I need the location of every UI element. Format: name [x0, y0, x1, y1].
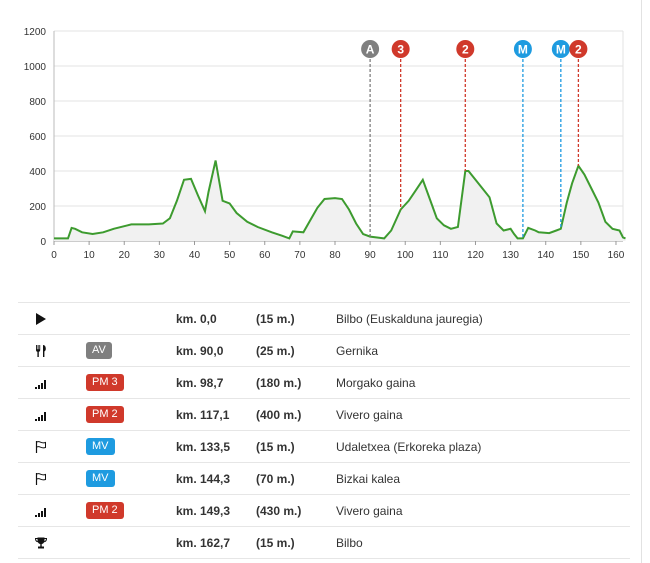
x-tick-label: 10	[84, 250, 96, 261]
category-badge: MV	[86, 470, 115, 487]
category-badge: PM 3	[86, 374, 124, 391]
x-tick-label: 60	[259, 250, 271, 261]
stage-point-row: PM 2 km. 149,3 (430 m.) Vivero gaina	[18, 494, 630, 527]
stage-point-row: PM 2 km. 117,1 (400 m.) Vivero gaina	[18, 398, 630, 431]
y-tick-label: 800	[29, 97, 46, 108]
category-badge: AV	[86, 342, 112, 359]
point-name: Vivero gaina	[336, 503, 403, 518]
x-tick-label: 100	[397, 250, 414, 261]
km-value: km. 98,7	[176, 375, 224, 390]
x-tick-label: 110	[432, 250, 448, 261]
category-badge: PM 2	[86, 502, 124, 519]
point-name: Bilbo	[336, 535, 363, 550]
y-tick-label: 200	[29, 202, 46, 213]
x-axis: 0 10 20 30 40 50 60 70 80 90 100 110 120 130 140 150 160	[51, 241, 625, 261]
x-tick-label: 50	[224, 250, 236, 261]
altitude-value: (15 m.)	[256, 535, 295, 550]
x-tick-label: 160	[608, 250, 625, 261]
stage-point-row: AV km. 90,0 (25 m.) Gernika	[18, 334, 630, 367]
marker-label: M	[518, 43, 528, 57]
marker-pin[interactable]	[551, 40, 570, 58]
marker-label: 3	[397, 43, 404, 57]
km-value: km. 144,3	[176, 471, 231, 486]
y-tick-label: 0	[40, 237, 46, 248]
marker-pin[interactable]	[391, 40, 410, 58]
altitude-value: (180 m.)	[256, 375, 302, 390]
point-name: Gernika	[336, 343, 379, 358]
category-badge: MV	[86, 438, 115, 455]
chart-grid	[53, 30, 624, 242]
x-tick-label: 140	[537, 250, 554, 261]
km-value: km. 133,5	[176, 439, 231, 454]
y-tick-label: 600	[29, 132, 46, 143]
stage-point-row: km. 162,7 (15 m.) Bilbo	[18, 526, 630, 559]
x-tick-label: 40	[189, 250, 201, 261]
altitude-value: (25 m.)	[256, 343, 295, 358]
x-tick-label: 90	[365, 250, 377, 261]
y-tick-label: 1000	[24, 62, 47, 73]
elevation-line	[54, 160, 626, 240]
marker-pin[interactable]	[513, 40, 532, 58]
altitude-value: (430 m.)	[256, 503, 302, 518]
km-value: km. 162,7	[176, 535, 231, 550]
x-tick-label: 20	[119, 250, 131, 261]
marker-label: 2	[462, 43, 469, 57]
km-value: km. 0,0	[176, 311, 217, 326]
y-axis: 0 200 400 600 800 1000 1200	[24, 27, 47, 248]
climb-icon	[34, 375, 48, 389]
stage-points-table: km. 0,0 (15 m.) Bilbo (Euskalduna jauregia…	[18, 302, 630, 559]
altitude-value: (15 m.)	[256, 311, 295, 326]
x-tick-label: 150	[573, 250, 590, 261]
stage-point-row: MV km. 144,3 (70 m.) Bizkai kalea	[18, 462, 630, 495]
flag-icon	[34, 471, 48, 485]
x-tick-label: 130	[502, 250, 519, 261]
altitude-value: (400 m.)	[256, 407, 302, 422]
point-name: Morgako gaina	[336, 375, 416, 390]
y-tick-label: 1200	[24, 27, 47, 38]
x-tick-label: 80	[329, 250, 341, 261]
marker-label: 2	[575, 43, 582, 57]
y-tick-label: 400	[29, 167, 46, 178]
km-value: km. 90,0	[176, 343, 224, 358]
marker-pin[interactable]	[569, 40, 588, 58]
x-tick-label: 120	[467, 250, 484, 261]
category-badge: PM 2	[86, 406, 124, 423]
point-name: Bizkai kalea	[336, 471, 401, 486]
play-icon	[34, 311, 48, 325]
flag-icon	[34, 439, 48, 453]
altitude-value: (70 m.)	[256, 471, 295, 486]
x-tick-label: 0	[51, 250, 57, 261]
km-value: km. 117,1	[176, 407, 230, 422]
marker-pin[interactable]	[456, 40, 475, 58]
elevation-profile-chart: 0 200 400 600 800 1000 1200 0 10 20 30 40 50 60 70 80 9…	[24, 27, 626, 261]
climb-icon	[34, 407, 48, 421]
x-tick-label: 30	[154, 250, 166, 261]
trophy-icon	[34, 535, 48, 549]
marker-pin[interactable]	[361, 40, 380, 58]
stage-point-row: PM 3 km. 98,7 (180 m.) Morgako gaina	[18, 366, 630, 399]
marker-label: A	[366, 43, 375, 57]
marker-label: M	[556, 43, 566, 57]
climb-icon	[34, 503, 48, 517]
stage-point-row: MV km. 133,5 (15 m.) Udaletxea (Erkoreka pl…	[18, 430, 630, 463]
point-name: Vivero gaina	[336, 407, 403, 422]
stage-point-row: km. 0,0 (15 m.) Bilbo (Euskalduna jauregia…	[18, 302, 630, 335]
point-name: Bilbo (Euskalduna jauregia)	[336, 311, 483, 326]
elevation-area	[54, 160, 626, 241]
point-name: Udaletxea (Erkoreka plaza)	[336, 439, 482, 454]
x-tick-label: 70	[294, 250, 306, 261]
altitude-value: (15 m.)	[256, 439, 295, 454]
km-value: km. 149,3	[176, 503, 231, 518]
fork-knife-icon	[34, 343, 48, 357]
